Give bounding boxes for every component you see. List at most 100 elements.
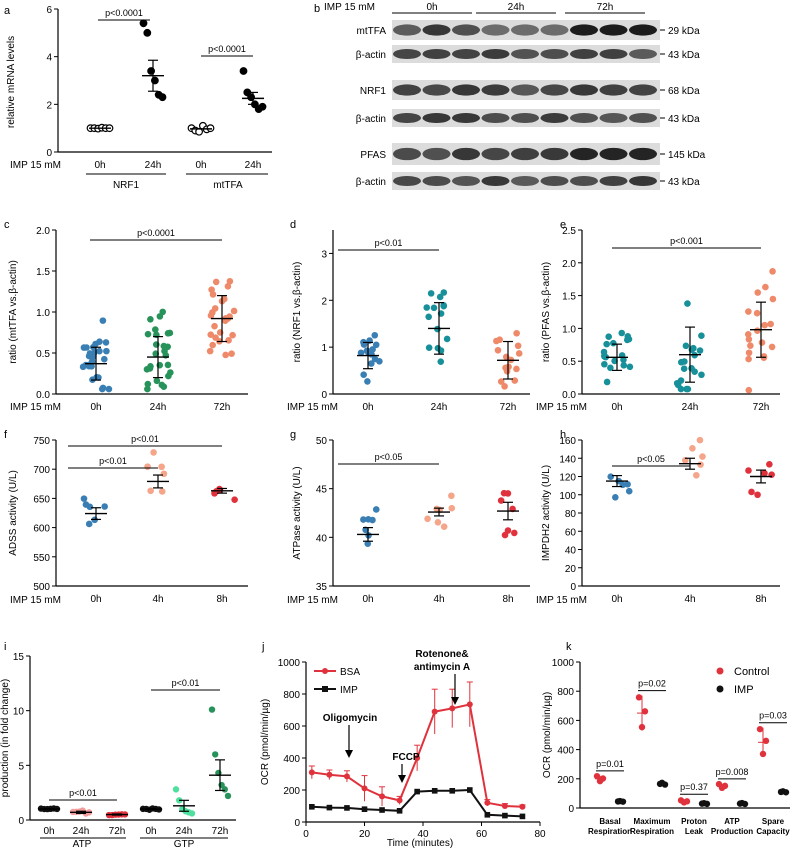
x-tick-label: 0h <box>90 402 101 413</box>
y-tick-label: 1.0 <box>562 324 576 335</box>
x-tick-label: 0h <box>94 160 105 171</box>
y-axis-label: ATPase activity (U/L) <box>292 466 303 559</box>
data-point <box>440 523 448 531</box>
data-point <box>379 807 385 813</box>
panel-letter: a <box>4 5 11 17</box>
data-point <box>601 360 608 368</box>
blot-band <box>599 24 628 36</box>
data-point <box>756 725 764 733</box>
data-point <box>698 332 705 340</box>
data-point <box>699 453 706 460</box>
treatment-label: IMP 15 mM <box>10 160 61 171</box>
data-point <box>158 93 167 102</box>
data-point <box>436 293 444 301</box>
data-point <box>85 520 93 528</box>
data-point <box>625 487 633 495</box>
data-point <box>688 364 695 372</box>
y-axis-label: IMPDH2 activity (U/L) <box>541 465 552 561</box>
y-tick-label: 750 <box>33 436 50 447</box>
data-point <box>611 357 618 365</box>
data-point <box>761 469 768 477</box>
data-point <box>449 705 456 712</box>
data-point <box>83 344 90 351</box>
data-point <box>221 786 228 793</box>
data-point <box>618 329 626 337</box>
x-tick-label: 72h <box>212 826 229 837</box>
data-point <box>661 781 669 788</box>
data-point <box>497 497 505 504</box>
data-point <box>433 505 441 513</box>
legend-marker <box>716 667 724 675</box>
legend-label: IMP <box>734 684 754 696</box>
blot-timepoint: 72h <box>597 2 614 13</box>
blot-row-label: β-actin <box>356 177 386 188</box>
data-point <box>431 788 438 794</box>
sig-label: p<0.0001 <box>137 228 175 238</box>
data-point <box>207 331 215 338</box>
data-point <box>768 343 776 351</box>
blot-row-label: NRF1 <box>360 86 387 97</box>
data-point <box>769 268 776 275</box>
legend-label: Control <box>734 666 769 678</box>
y-tick-label: 200 <box>283 786 300 797</box>
y-axis-label: production (in fold change) <box>0 679 11 797</box>
y-tick-label: 600 <box>557 716 574 727</box>
data-point <box>103 347 110 355</box>
data-point <box>188 810 196 817</box>
sig-label: p<0.01 <box>69 788 97 798</box>
x-tick-label: 24h <box>145 160 162 171</box>
blot-band <box>393 48 421 60</box>
data-point <box>635 694 643 701</box>
data-point <box>513 329 520 337</box>
data-point <box>424 515 431 523</box>
data-point <box>620 361 628 369</box>
data-point <box>360 516 367 523</box>
sig-label: p<0.05 <box>637 454 665 464</box>
data-point <box>769 295 777 303</box>
blot-band <box>452 48 480 60</box>
injection-label: Rotenone& <box>415 649 468 660</box>
data-point <box>365 516 372 523</box>
blot-band <box>599 48 628 60</box>
data-point <box>503 367 511 375</box>
blot-band <box>599 112 628 124</box>
data-point <box>92 340 99 348</box>
data-point <box>624 480 631 488</box>
data-point <box>466 701 473 708</box>
y-tick-label: 0.5 <box>562 357 576 368</box>
data-point <box>239 67 248 75</box>
sig-label: p<0.01 <box>99 456 127 466</box>
data-point <box>208 706 216 713</box>
data-point <box>693 471 700 479</box>
blot-band <box>570 112 598 124</box>
blot-band <box>540 48 569 60</box>
data-point <box>206 347 214 355</box>
blot-band <box>422 24 451 36</box>
data-point <box>684 385 692 393</box>
y-axis-label: OCR (pmol/min/µg) <box>260 699 271 785</box>
injection-label: Oligomycin <box>323 713 377 724</box>
data-point <box>504 527 512 534</box>
data-point <box>147 315 154 323</box>
y-tick-label: 5 <box>18 761 24 772</box>
data-point <box>258 102 267 111</box>
blot-band <box>481 112 510 124</box>
data-point <box>747 342 754 349</box>
blot-band <box>393 147 421 161</box>
x-tick-label: 0h <box>43 826 54 837</box>
data-point <box>102 339 110 346</box>
data-point <box>448 504 456 512</box>
x-tick-label: 0h <box>362 594 373 605</box>
panel-letter: e <box>560 219 566 231</box>
blot-band <box>393 175 421 187</box>
blot-band <box>511 84 539 96</box>
data-point <box>368 360 375 367</box>
data-point <box>82 361 90 369</box>
data-point <box>326 771 333 778</box>
data-point <box>226 277 234 285</box>
blot-band <box>422 112 451 124</box>
data-point <box>86 503 94 511</box>
panel-letter: f <box>4 429 8 441</box>
category-label: Maximum <box>634 817 671 826</box>
